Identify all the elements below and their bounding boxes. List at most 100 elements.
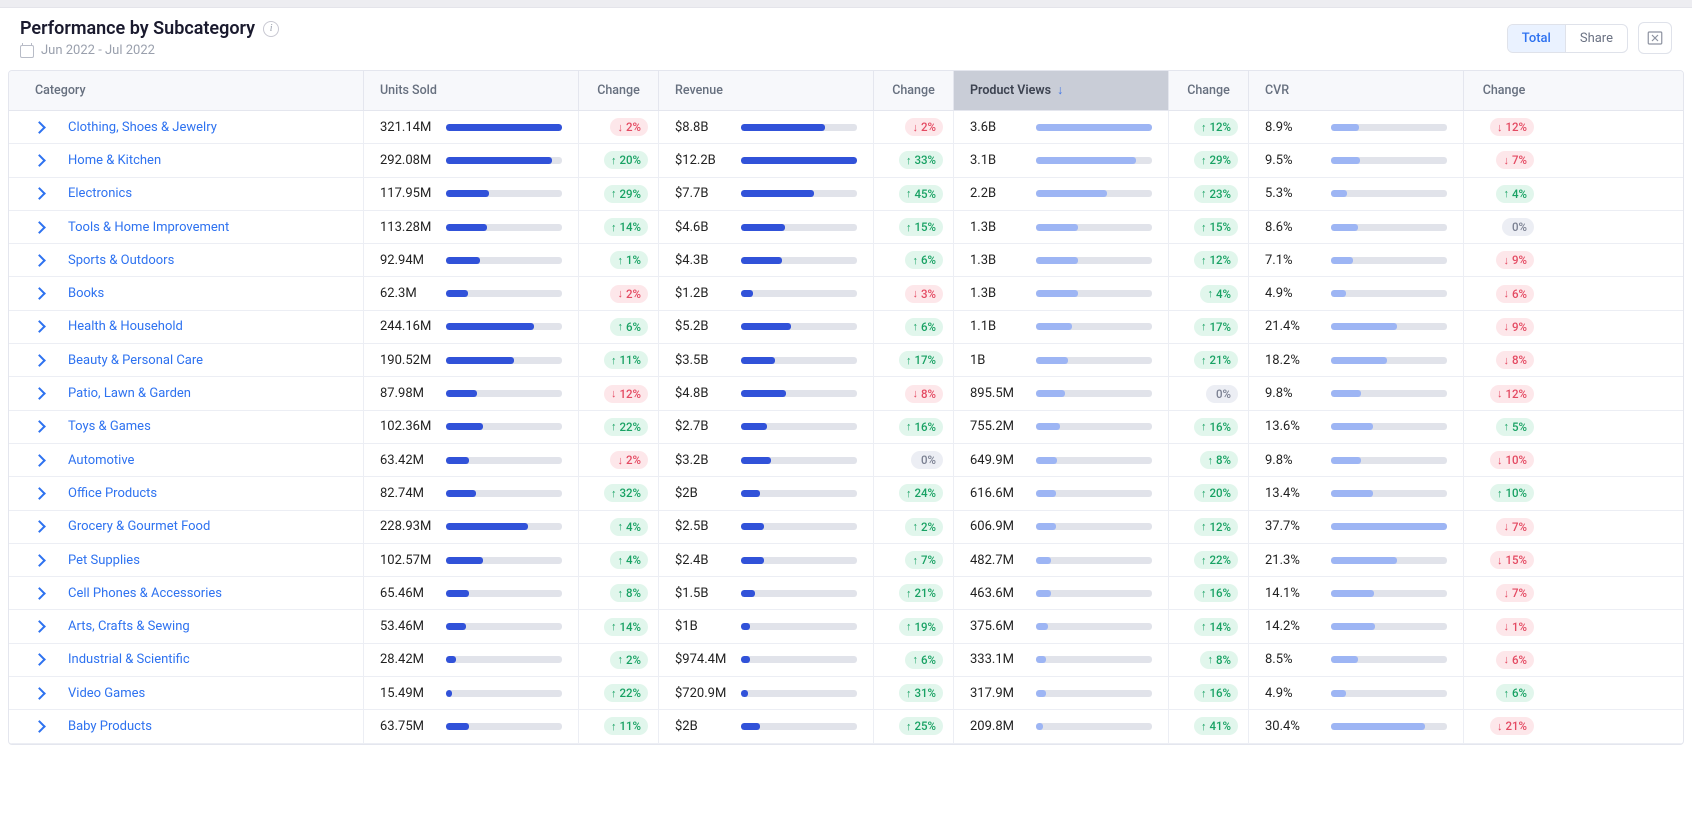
header-actions: Total Share — [1507, 22, 1672, 54]
change-pill: ↓8% — [905, 385, 943, 403]
cell-category: Arts, Crafts & Sewing — [9, 610, 364, 642]
view-toggle-total[interactable]: Total — [1508, 25, 1565, 52]
column-category[interactable]: Category — [9, 71, 364, 110]
expand-chevron-icon[interactable] — [33, 487, 46, 500]
bar-track — [741, 690, 857, 697]
expand-chevron-icon[interactable] — [33, 520, 46, 533]
bar-track — [741, 523, 857, 530]
expand-chevron-icon[interactable] — [33, 720, 46, 733]
category-link[interactable]: Pet Supplies — [68, 553, 140, 568]
expand-chevron-icon[interactable] — [33, 587, 46, 600]
expand-chevron-icon[interactable] — [33, 121, 46, 134]
metric-cell: 649.9M — [970, 453, 1152, 468]
column-views-change[interactable]: Change — [1169, 71, 1249, 110]
change-pill: ↑21% — [899, 584, 943, 602]
category-link[interactable]: Video Games — [68, 686, 145, 701]
column-product-views[interactable]: Product Views ↓ — [954, 71, 1169, 110]
bar-track — [446, 590, 562, 597]
expand-chevron-icon[interactable] — [33, 620, 46, 633]
bar-track — [1036, 656, 1152, 663]
category-link[interactable]: Tools & Home Improvement — [68, 220, 229, 235]
expand-chevron-icon[interactable] — [33, 321, 46, 334]
cell-revenue: $8.8B — [659, 111, 874, 143]
column-revenue-change[interactable]: Change — [874, 71, 954, 110]
change-pill: ↑6% — [1496, 684, 1534, 702]
metric-cell: $4.8B — [675, 386, 857, 401]
column-cvr-change[interactable]: Change — [1464, 71, 1544, 110]
bar-track — [1036, 490, 1152, 497]
category-link[interactable]: Sports & Outdoors — [68, 253, 174, 268]
expand-chevron-icon[interactable] — [33, 420, 46, 433]
cell-cvr-change: ↓6% — [1464, 644, 1544, 676]
metric-cell: 606.9M — [970, 519, 1152, 534]
expand-chevron-icon[interactable] — [33, 454, 46, 467]
bar-track — [741, 290, 857, 297]
category-link[interactable]: Arts, Crafts & Sewing — [68, 619, 190, 634]
calendar-icon — [20, 44, 34, 58]
expand-chevron-icon[interactable] — [33, 387, 46, 400]
metric-value: 7.1% — [1265, 253, 1321, 268]
cell-views-change: 0% — [1169, 377, 1249, 409]
category-link[interactable]: Office Products — [68, 486, 157, 501]
metric-value: 2.2B — [970, 186, 1026, 201]
cell-views: 755.2M — [954, 411, 1169, 443]
expand-chevron-icon[interactable] — [33, 187, 46, 200]
metric-value: 63.42M — [380, 453, 436, 468]
category-link[interactable]: Automotive — [68, 453, 134, 468]
export-excel-button[interactable] — [1638, 22, 1672, 54]
excel-icon — [1646, 29, 1664, 47]
expand-chevron-icon[interactable] — [33, 654, 46, 667]
column-units-sold[interactable]: Units Sold — [364, 71, 579, 110]
metric-cell: 895.5M — [970, 386, 1152, 401]
cell-revenue-change: ↑25% — [874, 710, 954, 742]
metric-value: 18.2% — [1265, 353, 1321, 368]
bar-track — [1331, 157, 1447, 164]
change-pill: ↓7% — [1496, 151, 1534, 169]
table-row: Sports & Outdoors 92.94M ↑1% $4.3B ↑6% 1… — [9, 244, 1683, 277]
cell-units-change: ↑4% — [579, 544, 659, 576]
cell-cvr-change: ↓6% — [1464, 277, 1544, 309]
cell-cvr-change: 0% — [1464, 211, 1544, 243]
table-row: Pet Supplies 102.57M ↑4% $2.4B ↑7% 482.7… — [9, 544, 1683, 577]
category-link[interactable]: Grocery & Gourmet Food — [68, 519, 210, 534]
category-link[interactable]: Beauty & Personal Care — [68, 353, 203, 368]
cell-views: 616.6M — [954, 477, 1169, 509]
expand-chevron-icon[interactable] — [33, 221, 46, 234]
change-pill: ↓15% — [1490, 551, 1534, 569]
cell-views-change: ↑12% — [1169, 111, 1249, 143]
category-link[interactable]: Health & Household — [68, 319, 183, 334]
cell-views: 333.1M — [954, 644, 1169, 676]
table-row: Patio, Lawn & Garden 87.98M ↓12% $4.8B ↓… — [9, 377, 1683, 410]
column-revenue[interactable]: Revenue — [659, 71, 874, 110]
category-link[interactable]: Industrial & Scientific — [68, 652, 190, 667]
title-row: Performance by Subcategory i — [20, 18, 279, 39]
category-link[interactable]: Toys & Games — [68, 419, 151, 434]
bar-track — [741, 490, 857, 497]
info-icon[interactable]: i — [263, 21, 279, 37]
column-units-change[interactable]: Change — [579, 71, 659, 110]
category-link[interactable]: Patio, Lawn & Garden — [68, 386, 191, 401]
expand-chevron-icon[interactable] — [33, 287, 46, 300]
change-pill: ↓9% — [1496, 251, 1534, 269]
metric-value: 102.57M — [380, 553, 436, 568]
bar-track — [1331, 390, 1447, 397]
expand-chevron-icon[interactable] — [33, 254, 46, 267]
cell-views-change: ↑16% — [1169, 677, 1249, 709]
metric-cell: 82.74M — [380, 486, 562, 501]
category-link[interactable]: Baby Products — [68, 719, 152, 734]
expand-chevron-icon[interactable] — [33, 154, 46, 167]
expand-chevron-icon[interactable] — [33, 687, 46, 700]
date-range[interactable]: Jun 2022 - Jul 2022 — [20, 43, 279, 58]
expand-chevron-icon[interactable] — [33, 554, 46, 567]
column-cvr[interactable]: CVR — [1249, 71, 1464, 110]
category-link[interactable]: Clothing, Shoes & Jewelry — [68, 120, 217, 135]
view-toggle-share[interactable]: Share — [1565, 25, 1627, 52]
category-link[interactable]: Home & Kitchen — [68, 153, 161, 168]
category-link[interactable]: Cell Phones & Accessories — [68, 586, 222, 601]
category-link[interactable]: Electronics — [68, 186, 132, 201]
metric-value: $1.5B — [675, 586, 731, 601]
bar-track — [1036, 723, 1152, 730]
category-link[interactable]: Books — [68, 286, 104, 301]
bar-track — [446, 523, 562, 530]
expand-chevron-icon[interactable] — [33, 354, 46, 367]
